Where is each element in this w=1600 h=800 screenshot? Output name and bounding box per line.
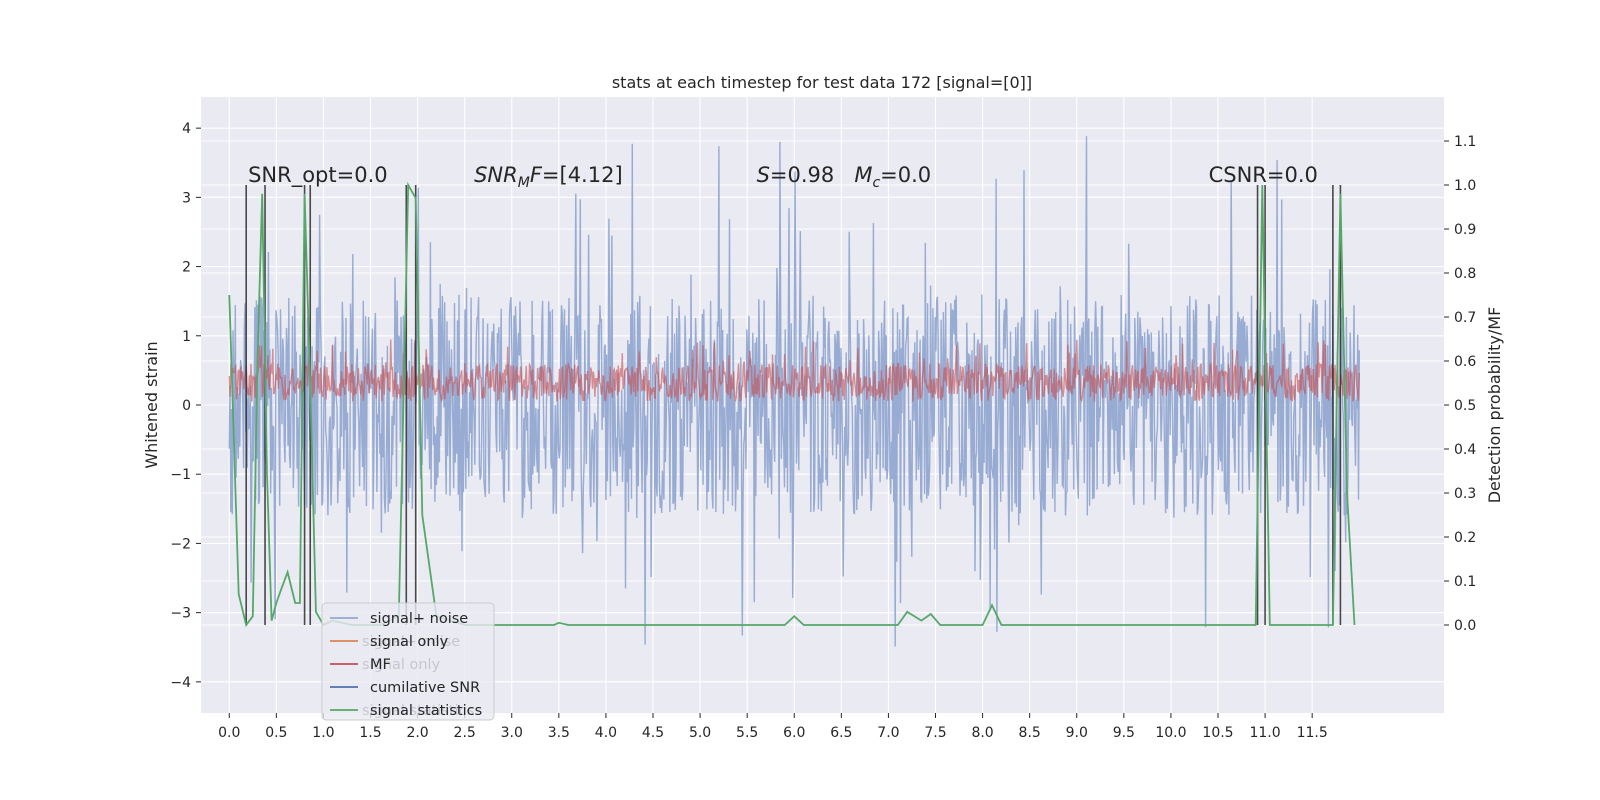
y2-tick-label: 1.1 [1454,134,1476,150]
annotation-3: CSNR=0.0 [1209,163,1318,187]
y-axis-left: 4 3 2 1 0 −1 −2 −3 −4 [170,121,201,691]
annotation-0: SNR_opt=0.0 [248,163,388,188]
y-tick-label: 1 [182,329,191,345]
legend-label: MF [370,657,391,673]
y2-tick-label: 0.4 [1454,442,1476,458]
y-axis-label: Whitened strain [142,341,161,468]
y2-tick-label: 0.5 [1454,398,1476,414]
y2-tick-label: 0.1 [1454,574,1476,590]
y-tick-label: 2 [182,260,191,276]
x-tick-label: 8.0 [971,725,993,741]
x-tick-label: 3.0 [501,725,523,741]
legend-label: signal statistics [370,703,482,719]
grid [201,97,1444,713]
x-tick-label: 10.0 [1155,725,1186,741]
y-axis-right: 1.1 1.0 0.9 0.8 0.7 0.6 0.5 0.4 0.3 0.2 0.1 0.0 [1444,134,1476,634]
y2-tick-label: 0.9 [1454,222,1476,238]
annotation-2: S=0.98 Mc=0.0 [757,163,932,191]
x-tick-label: 10.5 [1202,725,1233,741]
x-tick-label: 5.5 [736,725,758,741]
x-tick-label: 9.0 [1066,725,1088,741]
y-tick-label: 0 [182,398,191,414]
legend-ghost-label: signal+ noise [362,634,460,650]
legend-label: signal+ noise [370,611,468,627]
legend-ghost-label: signal statistics [362,703,474,719]
y2-tick-label: 0.3 [1454,486,1476,502]
x-tick-label: 6.0 [783,725,805,741]
x-tick-label: 1.5 [359,725,381,741]
legend-label: cumilative SNR [370,680,480,696]
y-tick-label: 4 [182,121,191,137]
x-tick-label: 0.0 [218,725,240,741]
y2-tick-label: 0.8 [1454,266,1476,282]
x-tick-label: 7.5 [924,725,946,741]
x-tick-label: 11.0 [1249,725,1280,741]
y2-tick-label: 0.7 [1454,310,1476,326]
x-tick-label: 4.5 [642,725,664,741]
chart-title: stats at each timestep for test data 172… [612,73,1032,92]
x-tick-label: 5.0 [689,725,711,741]
x-tick-label: 9.5 [1113,725,1135,741]
x-tick-label: 6.5 [830,725,852,741]
series-mf [228,339,1360,403]
series-layer [228,136,1360,647]
y2-tick-label: 0.0 [1454,618,1476,634]
x-tick-label: 2.5 [454,725,476,741]
y2-tick-label: 1.0 [1454,178,1476,194]
y2-axis-label: Detection probability/MF [1485,307,1504,504]
x-tick-label: 3.5 [548,725,570,741]
legend-box [321,602,495,721]
y-tick-label: −4 [170,675,191,691]
series-signal-statistics [228,181,1356,628]
x-tick-label: 2.0 [406,725,428,741]
x-tick-label: 7.0 [877,725,899,741]
y2-tick-label: 0.6 [1454,354,1476,370]
y-tick-label: −2 [170,536,191,552]
x-axis: 0.0 0.5 1.0 1.5 2.0 2.5 3.0 3.5 4.0 4.5 5.0 5.5 6.0 6… [218,713,1328,741]
y-tick-label: −3 [170,606,191,622]
x-tick-label: 0.5 [265,725,287,741]
y2-tick-label: 0.2 [1454,530,1476,546]
annotations: SNR_opt=0.0 SNRMF=[4.12] S=0.98 Mc=0.0 CSNR… [248,163,1318,191]
x-tick-label: 8.5 [1019,725,1041,741]
x-tick-label: 4.0 [595,725,617,741]
legend-ghost-label: signal only [362,657,441,673]
y-tick-label: −1 [170,467,191,483]
legend-label: signal only [370,634,449,650]
y-tick-label: 3 [182,190,191,206]
annotation-1: SNRMF=[4.12] [474,163,623,191]
x-tick-label: 1.0 [312,725,334,741]
x-tick-label: 11.5 [1297,725,1328,741]
